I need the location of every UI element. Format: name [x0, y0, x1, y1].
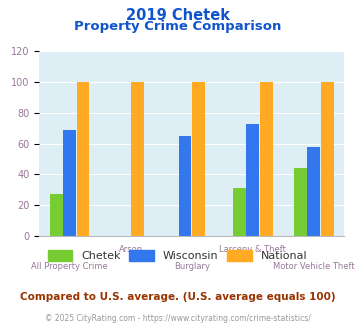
Text: 2019 Chetek: 2019 Chetek: [126, 8, 229, 23]
Bar: [192, 82, 205, 236]
Bar: [50, 194, 62, 236]
Bar: [260, 82, 273, 236]
Bar: [307, 147, 320, 236]
Bar: [63, 130, 76, 236]
Text: Property Crime Comparison: Property Crime Comparison: [74, 20, 281, 33]
Text: © 2025 CityRating.com - https://www.cityrating.com/crime-statistics/: © 2025 CityRating.com - https://www.city…: [45, 314, 310, 323]
Bar: [321, 82, 334, 236]
Text: Larceny & Theft: Larceny & Theft: [219, 245, 286, 254]
Bar: [179, 136, 191, 236]
Legend: Chetek, Wisconsin, National: Chetek, Wisconsin, National: [45, 248, 310, 263]
Bar: [131, 82, 144, 236]
Text: Motor Vehicle Theft: Motor Vehicle Theft: [273, 262, 355, 271]
Bar: [294, 168, 307, 236]
Text: Arson: Arson: [119, 245, 143, 254]
Bar: [77, 82, 89, 236]
Bar: [233, 188, 246, 236]
Bar: [246, 123, 259, 236]
Text: Compared to U.S. average. (U.S. average equals 100): Compared to U.S. average. (U.S. average …: [20, 292, 335, 302]
Text: Burglary: Burglary: [174, 262, 210, 271]
Text: All Property Crime: All Property Crime: [31, 262, 108, 271]
